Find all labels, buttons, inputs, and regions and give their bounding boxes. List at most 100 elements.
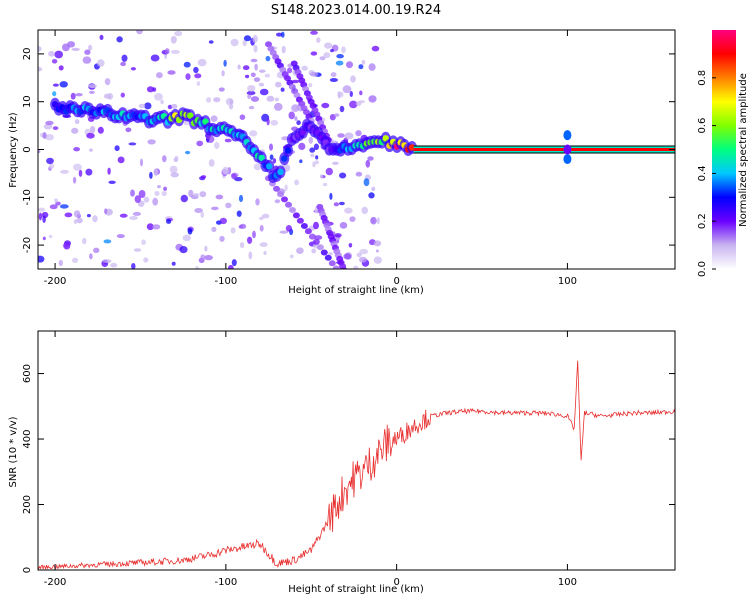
x-tick-label: -200 [44, 577, 67, 588]
y-tick-label: 200 [22, 495, 33, 514]
spectrogram-speckle [339, 105, 345, 113]
spectrogram-speckle [120, 61, 126, 67]
spectrogram-speckle [314, 160, 319, 165]
spectrogram-speckle [185, 150, 191, 155]
spectrogram-speckle [325, 167, 333, 176]
spectrogram-speckle [365, 159, 371, 168]
spectrogram-speckle [59, 204, 69, 209]
spectrogram-streak [316, 244, 324, 251]
spectrogram-speckle [253, 44, 258, 53]
colorbar-tick-label: 0.4 [697, 165, 708, 181]
spectrogram-speckle [154, 93, 163, 101]
spectrogram-speckle [348, 243, 353, 248]
spectrogram-speckle [174, 30, 183, 37]
spectrogram-speckle [218, 87, 225, 92]
spectrogram-speckle [254, 63, 258, 71]
spectrogram-streak [332, 265, 340, 269]
spectrogram-speckle [358, 64, 364, 70]
spectrogram-speckle [291, 79, 300, 84]
spectrogram-speckle [242, 39, 247, 47]
spectrogram-speckle [89, 90, 95, 94]
spectrogram-speckle [187, 228, 193, 235]
spectrogram-speckle [344, 207, 353, 214]
spectrogram-speckle [279, 230, 289, 234]
spectrogram-speckle [310, 30, 318, 35]
spectrogram-speckle [208, 40, 214, 44]
spectrogram-speckle [339, 222, 348, 229]
spectrogram-speckle [350, 75, 356, 83]
spectrogram-speckle [249, 130, 258, 137]
spectrogram-speckle [140, 158, 143, 167]
spectrogram-speckle [72, 176, 77, 184]
spectrogram-speckle [46, 157, 54, 165]
spectrogram-speckle [239, 223, 247, 229]
spectrogram-speckle [242, 65, 250, 71]
spectrogram-speckle [340, 91, 344, 98]
spectrogram-speckle [82, 56, 92, 64]
spectrogram-speckle [265, 55, 271, 62]
snr-marks [38, 360, 675, 570]
spectrogram-speckle [248, 251, 253, 260]
spectrogram-speckle [250, 58, 258, 63]
spectrogram-speckle [266, 118, 270, 126]
spectrogram-streak [285, 201, 292, 208]
spectrogram-speckle [38, 255, 45, 263]
spectrogram-speckle [281, 45, 286, 54]
spectrogram-speckle [166, 219, 172, 224]
spectrogram-speckle [179, 246, 188, 254]
spectrogram-speckle [206, 97, 212, 103]
spectrogram-speckle [349, 91, 353, 97]
spectrogram-speckle [250, 72, 256, 78]
spectrogram-speckle [55, 201, 61, 206]
x-tick-label: 100 [558, 577, 577, 588]
spectrogram-speckle [141, 239, 146, 245]
spectrogram-speckle [196, 140, 204, 147]
spectrogram-speckle [204, 255, 213, 261]
spectrogram-speckle [120, 92, 126, 98]
colorbar-gradient [712, 30, 736, 269]
spectrogram-speckle [163, 186, 168, 191]
spectrogram-speckle [253, 77, 261, 82]
y-tick-label: -10 [22, 189, 33, 205]
spectrogram-speckle [371, 45, 380, 52]
spectrogram-speckle [185, 73, 191, 80]
spectrogram-streak [337, 271, 344, 277]
spectrogram-speckle [42, 215, 46, 223]
colorbar-tick-label: 0.8 [697, 70, 708, 86]
x-tick-label: -100 [215, 276, 238, 287]
spectrogram-speckle [310, 71, 319, 77]
spectrogram-speckle [78, 169, 83, 177]
spectrogram-speckle [373, 256, 382, 264]
spectrogram-speckle [224, 138, 232, 143]
spectrogram-speckle [152, 197, 159, 206]
spectrogram-speckle [200, 254, 206, 260]
spectrogram-speckle [319, 56, 326, 61]
spectrogram-speckle [114, 145, 120, 152]
spectrogram-speckle [261, 213, 270, 219]
spectrogram-speckle [70, 92, 76, 100]
spectrogram-speckle [363, 178, 370, 187]
spectrogram-ridge-core [408, 144, 416, 151]
spectrogram-speckle [167, 104, 173, 110]
spectrogram-speckle [107, 93, 114, 100]
spectrogram-speckle [97, 59, 105, 67]
spectrogram-speckle [88, 84, 97, 89]
spectrogram-speckle [376, 217, 380, 225]
spectrogram-x-label: Height of straight line (km) [288, 285, 424, 296]
spectrogram-speckle [219, 217, 227, 225]
spectrogram-speckle [291, 104, 300, 112]
spectrogram-speckle [289, 254, 294, 259]
spectrogram-speckle [243, 35, 252, 42]
spectrogram-speckle [64, 212, 73, 218]
y-tick-label: 600 [22, 364, 33, 383]
spectrogram-speckle [121, 54, 128, 62]
snr-series-line [38, 360, 675, 570]
spectrogram-speckle [355, 171, 363, 177]
spectrogram-speckle [342, 85, 352, 94]
spectrogram-speckle [285, 225, 292, 232]
spectrogram-speckle [128, 142, 137, 146]
spectrogram-speckle [253, 163, 262, 171]
spectrogram-speckle [258, 82, 265, 87]
spectrogram-speckle [329, 192, 333, 200]
spectrogram-speckle [170, 35, 177, 44]
